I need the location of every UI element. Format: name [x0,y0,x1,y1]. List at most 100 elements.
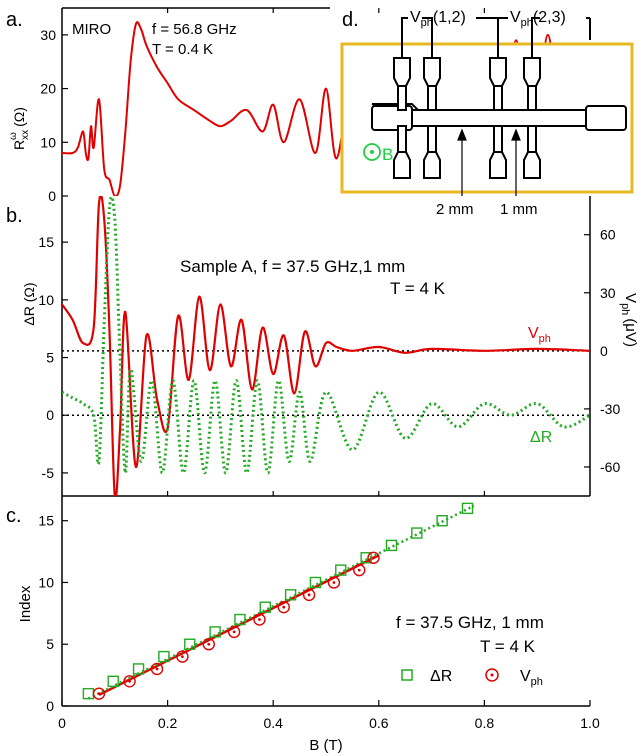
point-vph [277,600,290,614]
point-vph [123,675,136,688]
x-tick-label: 0.8 [475,715,495,731]
panel-a-label: a. [6,9,23,31]
legend-dr-marker [401,669,413,681]
panel-c: c. 0 5 10 15 0 0.2 0.4 0.6 0.8 1.0 f = 37.5 GHz,… [6,496,600,754]
point-delta-r [360,552,372,564]
probe-wires [401,17,591,58]
panel-b-ylabel-left: ΔR (Ω) [21,282,37,325]
point-delta-r [259,601,271,613]
svg-text:Vph(μV): Vph(μV) [619,293,639,347]
panel-b-label: b. [6,205,23,227]
point-delta-r [209,626,221,638]
panel-c-freq-text: f = 37.5 GHz, 1 mm [396,613,544,632]
ylabel-sub: xx [20,130,31,140]
point-vph [327,576,341,589]
y-tick-label: 5 [46,636,54,652]
x-tick-label: 1.0 [580,715,600,731]
point-vph-center [155,667,159,671]
y-tick-left-label: -5 [42,465,55,481]
panel-c-x-ticks: 0 0.2 0.4 0.6 0.8 1.0 [58,700,600,731]
point-delta-r [82,687,95,700]
y-tick-left-label: 5 [46,350,54,366]
y-tick-right-label: 30 [600,285,616,301]
point-delta-r [158,650,170,663]
point-delta-r [411,527,423,539]
y-tick-left-label: 0 [46,407,54,423]
panel-b-left-ticks: -5 0 5 10 15 [38,234,68,481]
legend-vph-label: Vph [520,668,543,688]
magnetic-field-icon: B [363,143,393,164]
dim-left-label: 2 mm [436,201,474,218]
svg-text:Vph(2,3): Vph(2,3) [510,9,566,29]
y-tick-right-label: -30 [600,401,620,417]
panel-b-right-ticks: -60 -30 0 30 60 [584,227,620,475]
point-vph [367,551,380,564]
point-delta-r [184,638,196,650]
ylabel-sup: ω [8,132,19,140]
panel-b-sample-text: Sample A, f = 37.5 GHz,1 mm [180,257,405,276]
ylabel-unit: (Ω) [11,107,27,127]
panel-c-xlabel: B (T) [309,737,342,754]
point-delta-r [461,502,474,515]
point-vph [253,613,266,626]
point-delta-r [309,576,322,589]
panel-d: d. [340,9,634,218]
point-vph-center [332,581,336,584]
panel-b-x-ticks [167,491,485,496]
y-tick-label: 15 [38,513,54,529]
series-label-vph: Vph [528,325,551,345]
probe-label-right: Vph(2,3) [510,9,566,29]
legend-vph-marker [485,668,499,682]
y-tick-label: 10 [40,134,56,150]
y-tick-right-label: 60 [600,227,616,243]
series-line-vph [62,196,590,496]
point-vph [176,650,189,663]
svg-text:Vph(1,2): Vph(1,2) [410,9,466,29]
panel-c-temp-text: T = 4 K [480,637,536,656]
point-delta-r [385,539,398,552]
y-tick-left-label: 10 [38,292,54,308]
panel-b-series [62,196,590,496]
point-vph-center [180,655,184,658]
point-vph-center [128,679,131,683]
x-tick-label: 0.6 [369,715,389,731]
y-tick-label: 0 [46,698,54,714]
panel-a-temp: T = 0.4 K [152,41,213,58]
panel-c-series [82,502,475,700]
panel-c-y-ticks: 0 5 10 15 [38,513,68,714]
y-tick-label: 20 [40,81,56,97]
point-vph [353,563,366,577]
panel-b: b. -5 0 5 10 15 -60 -30 0 30 60 Sample A, f = 37… [6,196,639,497]
panel-c-legend: ΔR Vph [401,668,543,688]
panel-a-title: MIRO [72,21,111,38]
y-tick-right-label: -60 [600,459,620,475]
x-tick-label: 0.2 [158,715,178,731]
ylabel-main: R [11,140,27,150]
point-vph [92,687,106,700]
point-delta-r [234,613,246,626]
x-tick-label: 0 [58,715,66,731]
panel-b-temp-text: T = 4 K [390,279,446,298]
point-vph [150,662,164,676]
panel-a-y-ticks: 0 10 20 30 [40,27,68,204]
series-label-dr: ΔR [530,429,552,446]
point-vph-center [357,568,361,572]
hall-bar-sample [371,57,627,179]
y-tick-label: 0 [48,188,56,204]
point-delta-r [132,663,145,675]
x-tick-label: 0.4 [263,715,283,731]
legend-dr-label: ΔR [430,668,452,685]
point-vph-center [207,642,211,646]
y-tick-label: 30 [40,27,56,43]
svg-text:Vph: Vph [528,325,551,345]
panel-a-freq: f = 56.8 GHz [152,21,237,38]
point-delta-r [107,675,119,687]
point-vph [227,625,241,639]
point-vph-center [258,618,261,621]
field-label: B [382,145,393,164]
dim-right-label: 1 mm [500,201,538,218]
y-tick-label: 10 [38,574,54,590]
panel-a: a. 0 10 20 30 MIRO f = 56.8 GHz T = 0.4 K R… [6,7,590,204]
point-delta-r [284,589,297,601]
